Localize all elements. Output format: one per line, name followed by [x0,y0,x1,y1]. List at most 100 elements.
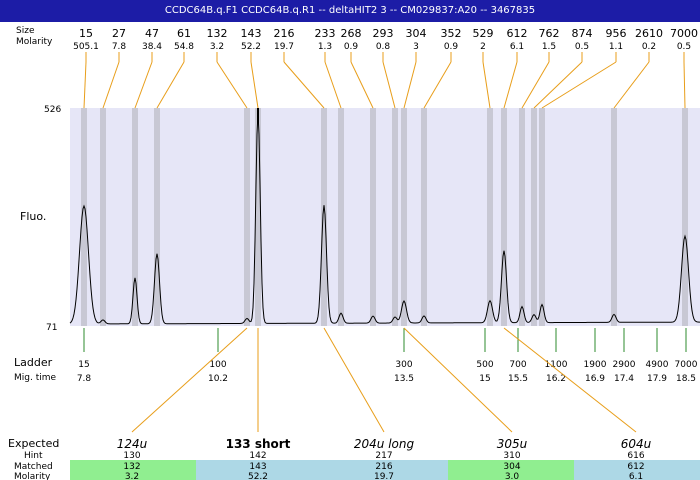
peak-molarity-label: 1.5 [542,42,556,52]
peak-size-label: 15 [79,27,93,40]
peak-band [401,108,407,326]
expected-leader [323,327,385,433]
peak-leader [541,61,617,109]
mig-time-label: Mig. time [14,373,56,383]
peak-leader [134,61,153,109]
molarity-value: 6.1 [629,472,643,480]
peak-leader [423,61,452,109]
ladder-size-label: 300 [395,360,412,370]
matched-value: 143 [249,462,266,472]
peak-size-label: 612 [507,27,528,40]
peak-leader [350,61,374,109]
ladder-time-label: 13.5 [394,374,414,384]
peak-band [421,108,427,326]
peak-leader [382,61,396,109]
peak-molarity-label: 2 [480,42,486,52]
matched-cell [448,460,574,480]
peak-leader [503,61,518,109]
ladder-time-label: 15 [479,374,490,384]
peak-leader [83,61,87,109]
ladder-time-label: 18.5 [676,374,696,384]
ladder-size-label: 7000 [675,360,698,370]
peak-molarity-label: 1.3 [318,42,332,52]
peak-molarity-label: 0.5 [575,42,589,52]
ladder-time-label: 17.4 [614,374,634,384]
peak-band [392,108,398,326]
peak-band [519,108,525,326]
peak-molarity-label: 0.2 [642,42,656,52]
peak-leader [216,61,248,109]
ladder-time-label: 17.9 [647,374,667,384]
peak-leader [403,61,417,109]
ladder-size-label: 700 [509,360,526,370]
molarity-value: 3.0 [505,472,520,480]
peak-size-label: 233 [315,27,336,40]
y-axis-title: Fluo. [20,210,46,223]
peak-leader [521,61,550,109]
peak-size-label: 352 [441,27,462,40]
peak-band [255,108,261,326]
matched-value: 216 [375,462,392,472]
ladder-label: Ladder [14,356,53,369]
expected-size-label: 604u [621,437,652,451]
peak-band [244,108,250,326]
peak-size-label: 61 [177,27,191,40]
matched-value: 612 [627,462,644,472]
hint-label: Hint [24,451,43,461]
peak-size-label: 304 [406,27,427,40]
peak-leader [613,61,650,109]
fluorescence-trace [69,113,700,325]
ladder-size-label: 15 [78,360,89,370]
peak-bands [81,108,688,326]
expected-size-label: 204u long [354,437,415,451]
peak-molarity-label: 0.8 [376,42,391,52]
matched-label: Matched [14,462,53,472]
peak-leader [102,61,120,109]
peak-molarity-label: 0.9 [344,42,359,52]
peak-band [154,108,160,326]
window-title: CCDC64B.q.F1 CCDC64B.q.R1 -- deltaHIT2 3… [0,0,700,22]
ladder-time-label: 15.5 [508,374,528,384]
peak-band [531,108,537,326]
peak-molarity-label: 3 [413,42,419,52]
hint-value: 616 [627,451,644,461]
ladder-time-label: 16.2 [546,374,566,384]
peak-band [321,108,327,326]
ladder-ticks: 15 7.8 100 10.2 300 13.5 500 15 700 15.5 1100 16.2 1… [77,328,698,384]
peak-size-label: 47 [145,27,159,40]
peak-band [539,108,545,326]
peak-leader [533,61,583,109]
y-axis-bottom-label: 71 [46,323,57,333]
matched-cell [574,460,700,480]
molarity-header-label: Molarity [16,37,53,47]
hint-value: 130 [123,451,140,461]
ladder-size-label: 2900 [613,360,636,370]
peak-molarity-label: 1.1 [609,42,623,52]
peak-band [132,108,138,326]
peak-band [611,108,617,326]
peak-molarity-label: 19.7 [274,42,294,52]
peak-molarity-label: 7.8 [112,42,127,52]
peak-size-label: 27 [112,27,126,40]
peak-molarity-label: 52.2 [241,42,261,52]
molarity-value: 52.2 [248,472,268,480]
peak-band [100,108,106,326]
matched-value: 132 [123,462,140,472]
peak-leader [283,61,325,109]
peak-leader [482,61,491,109]
peak-molarity-label: 3.2 [210,42,224,52]
matched-cell [196,460,322,480]
peak-size-label: 132 [207,27,228,40]
ladder-time-label: 7.8 [77,374,92,384]
peak-size-label: 2610 [635,27,663,40]
peak-size-label: 268 [341,27,362,40]
ladder-size-label: 100 [209,360,226,370]
peak-molarity-label: 0.9 [444,42,459,52]
peak-molarity-label: 505.1 [73,42,99,52]
expected-leader [503,327,637,433]
peak-leader [324,61,342,109]
peak-size-label: 529 [473,27,494,40]
matched-value: 304 [503,462,520,472]
